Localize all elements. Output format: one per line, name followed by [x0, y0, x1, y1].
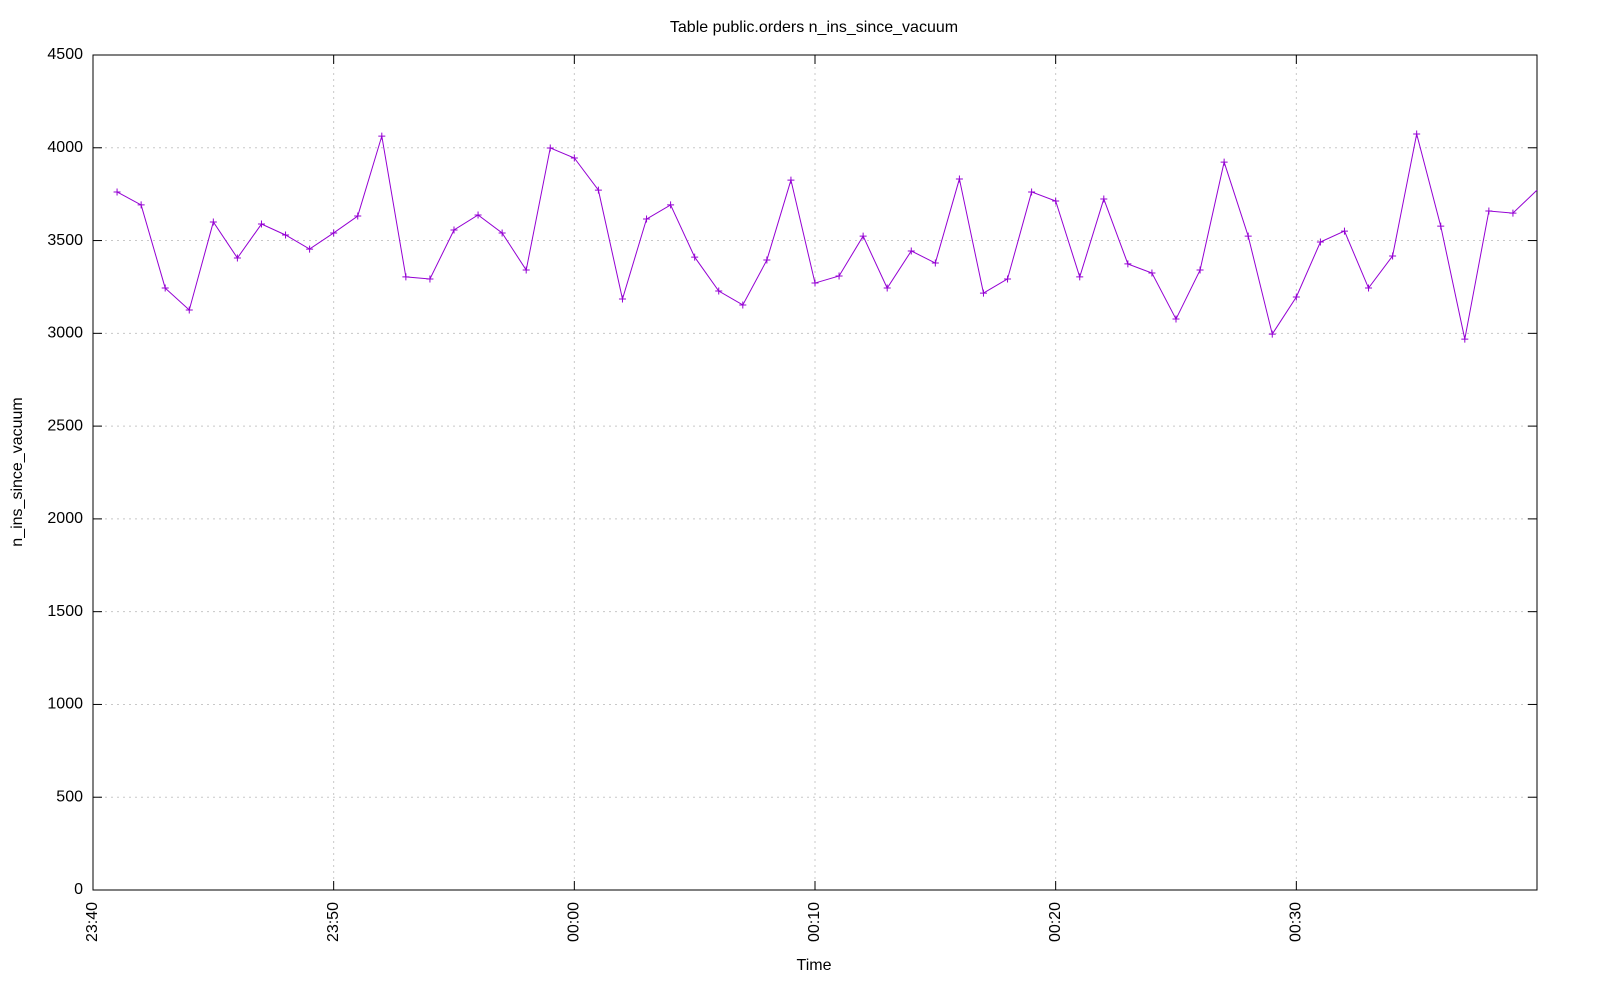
data-point	[618, 295, 626, 303]
data-point	[835, 272, 843, 280]
data-point	[1076, 273, 1084, 281]
data-point	[498, 229, 506, 237]
data-point	[257, 220, 265, 228]
data-point	[811, 279, 819, 287]
data-point	[691, 253, 699, 261]
chart-title: Table public.orders n_ins_since_vacuum	[670, 19, 958, 36]
y-tick-label: 2500	[47, 417, 83, 434]
data-line	[116, 133, 1538, 340]
data-point	[450, 226, 458, 234]
y-axis-label: n_ins_since_vacuum	[9, 397, 26, 546]
data-point	[1052, 197, 1060, 205]
data-point	[667, 201, 675, 209]
data-point	[643, 215, 651, 223]
data-point	[570, 154, 578, 162]
data-point	[1004, 275, 1012, 283]
x-tick-label: 23:50	[325, 902, 342, 942]
data-point	[209, 218, 217, 226]
data-point	[1413, 130, 1421, 138]
data-point	[354, 212, 362, 220]
data-point	[113, 188, 121, 196]
data-point	[306, 245, 314, 253]
data-point	[1196, 266, 1204, 274]
data-point	[185, 306, 193, 314]
data-point	[282, 231, 290, 239]
data-point	[1316, 238, 1324, 246]
data-point	[161, 284, 169, 292]
data-point	[522, 266, 530, 274]
data-point	[474, 211, 482, 219]
data-point	[233, 254, 241, 262]
x-axis-label: Time	[797, 957, 832, 974]
data-point	[979, 289, 987, 297]
y-tick-label: 2000	[47, 510, 83, 527]
x-tick-label: 00:30	[1288, 902, 1305, 942]
data-point	[1389, 252, 1397, 260]
y-tick-label: 0	[74, 881, 83, 898]
y-tick-label: 4000	[47, 139, 83, 156]
data-point	[1244, 232, 1252, 240]
data-point	[1365, 284, 1373, 292]
data-point	[378, 132, 386, 140]
data-point	[1485, 207, 1493, 215]
y-tick-label: 500	[56, 788, 83, 805]
y-tick-label: 1500	[47, 603, 83, 620]
data-point	[402, 273, 410, 281]
data-point	[907, 247, 915, 255]
data-point	[955, 175, 963, 183]
data-point	[739, 301, 747, 309]
data-point	[1268, 330, 1276, 338]
y-tick-label: 4500	[47, 46, 83, 63]
data-point	[137, 201, 145, 209]
data-point	[546, 144, 554, 152]
data-point	[1509, 209, 1517, 217]
data-point	[594, 186, 602, 194]
data-point	[330, 229, 338, 237]
y-tick-label: 3000	[47, 325, 83, 342]
data-point	[1172, 315, 1180, 323]
x-tick-label: 00:00	[566, 902, 583, 942]
plot-frame	[92, 54, 1538, 891]
data-point	[1292, 293, 1300, 301]
data-point	[1220, 158, 1228, 166]
x-tick-label: 23:40	[84, 902, 101, 942]
data-point	[859, 232, 867, 240]
data-point	[931, 259, 939, 267]
y-tick-label: 3500	[47, 232, 83, 249]
data-point	[1437, 222, 1445, 230]
data-point	[1124, 260, 1132, 268]
data-point	[1100, 195, 1108, 203]
y-tick-label: 1000	[47, 696, 83, 713]
data-point	[787, 176, 795, 184]
data-point	[715, 287, 723, 295]
x-tick-label: 00:20	[1047, 902, 1064, 942]
x-tick-label: 00:10	[806, 902, 823, 942]
data-point	[1148, 269, 1156, 277]
data-point	[1028, 188, 1036, 196]
data-point	[1461, 335, 1469, 343]
data-point	[1340, 227, 1348, 235]
data-point	[883, 284, 891, 292]
data-point	[763, 256, 771, 264]
data-point	[426, 275, 434, 283]
